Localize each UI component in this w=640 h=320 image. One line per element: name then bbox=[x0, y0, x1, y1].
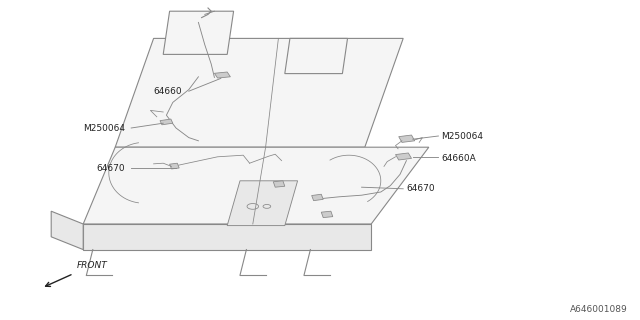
Polygon shape bbox=[170, 163, 179, 169]
Polygon shape bbox=[312, 194, 323, 201]
Polygon shape bbox=[163, 11, 234, 54]
Polygon shape bbox=[321, 211, 333, 218]
Text: 64660A: 64660A bbox=[442, 154, 476, 163]
Text: M250064: M250064 bbox=[442, 132, 484, 140]
Polygon shape bbox=[285, 38, 348, 74]
Text: M250064: M250064 bbox=[83, 124, 125, 132]
Polygon shape bbox=[214, 72, 230, 78]
Polygon shape bbox=[115, 38, 403, 147]
Polygon shape bbox=[399, 135, 415, 142]
Polygon shape bbox=[396, 153, 412, 160]
Polygon shape bbox=[273, 181, 285, 187]
Polygon shape bbox=[51, 211, 83, 250]
Text: A646001089: A646001089 bbox=[570, 305, 627, 314]
Polygon shape bbox=[160, 119, 173, 125]
Text: FRONT: FRONT bbox=[77, 261, 108, 270]
Polygon shape bbox=[83, 224, 371, 250]
Polygon shape bbox=[83, 147, 429, 224]
Text: 64660: 64660 bbox=[154, 87, 182, 96]
Text: 64670: 64670 bbox=[406, 184, 435, 193]
Text: 64670: 64670 bbox=[96, 164, 125, 172]
Polygon shape bbox=[227, 181, 298, 226]
